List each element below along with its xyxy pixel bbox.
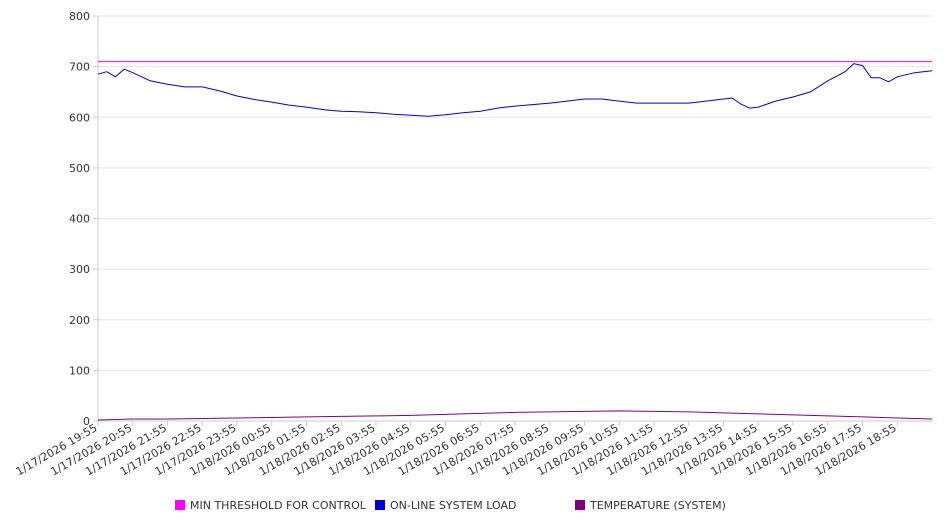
legend-label-on-line-system-load: ON-LINE SYSTEM LOAD [390,499,516,512]
y-tick-label: 300 [69,263,90,276]
legend-swatch-on-line-system-load [375,500,385,510]
y-tick-label: 500 [69,162,90,175]
series-line-temperature-system [97,410,933,421]
y-tick-label: 200 [69,314,90,327]
legend-label-temperature-system: TEMPERATURE (SYSTEM) [589,499,726,512]
y-tick-label: 0 [83,415,90,428]
legend-swatch-min-threshold-for-control [175,500,185,510]
gridlines [98,15,932,371]
legend-label-min-threshold-for-control: MIN THRESHOLD FOR CONTROL [190,499,367,512]
y-tick-label: 400 [69,213,90,226]
legend-swatch-temperature-system [575,500,585,510]
y-tick-label: 600 [69,111,90,124]
y-tick-label: 700 [69,61,90,74]
x-axis-ticks: 1/17/2026 19:551/17/2026 20:551/17/2026 … [14,421,899,478]
y-tick-label: 100 [69,364,90,377]
legend: MIN THRESHOLD FOR CONTROL ON-LINE SYSTEM … [175,499,726,512]
y-tick-label: 800 [69,10,90,23]
series-line-on-line-system-load [97,63,933,117]
series-lines [97,61,933,421]
y-axis-ticks: 0 100 200 300 400 500 600 700 800 [69,10,98,428]
